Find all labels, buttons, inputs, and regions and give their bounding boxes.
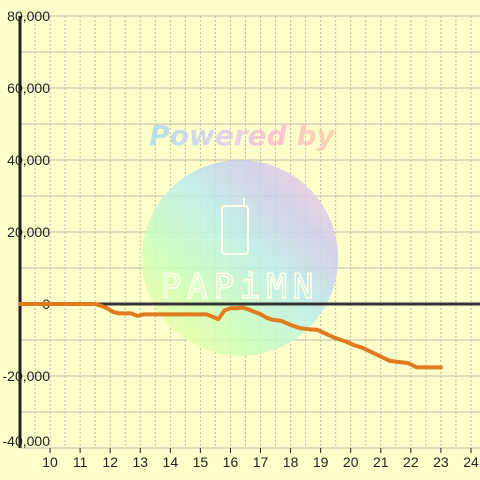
watermark-powered-text: Powered by xyxy=(149,119,336,152)
y-tick-label: 80,000 xyxy=(7,8,50,24)
x-tick-label: 12 xyxy=(102,454,118,470)
x-tick-label: 10 xyxy=(42,454,58,470)
watermark: Powered by PAPiMN xyxy=(142,119,338,356)
y-tick-label: 60,000 xyxy=(7,80,50,96)
y-tick-label: 40,000 xyxy=(7,152,50,168)
x-tick-label: 15 xyxy=(193,454,209,470)
x-tick-label: 24 xyxy=(463,454,479,470)
x-tick-label: 22 xyxy=(403,454,419,470)
series-line xyxy=(18,302,443,370)
watermark-brand-text: PAPiMN xyxy=(161,267,320,307)
x-tick-label: 19 xyxy=(313,454,329,470)
x-tick-label: 17 xyxy=(253,454,269,470)
x-tick-label: 20 xyxy=(343,454,359,470)
x-tick-label: 11 xyxy=(73,454,88,470)
x-tick-label: 16 xyxy=(223,454,239,470)
x-tick-label: 23 xyxy=(433,454,449,470)
y-tick-label: -40,000 xyxy=(3,433,51,449)
x-tick-label: 18 xyxy=(283,454,299,470)
axes-layer: 80,00060,00040,00020,0000-20,000-40,0001… xyxy=(3,8,480,470)
y-tick-label: -20,000 xyxy=(3,368,51,384)
watermark-circle xyxy=(142,160,338,356)
x-tick-label: 13 xyxy=(132,454,148,470)
y-tick-label: 20,000 xyxy=(7,224,50,240)
phone-icon xyxy=(221,198,249,255)
series-layer xyxy=(18,302,443,370)
x-tick-label: 21 xyxy=(373,454,389,470)
x-tick-label: 14 xyxy=(163,454,179,470)
